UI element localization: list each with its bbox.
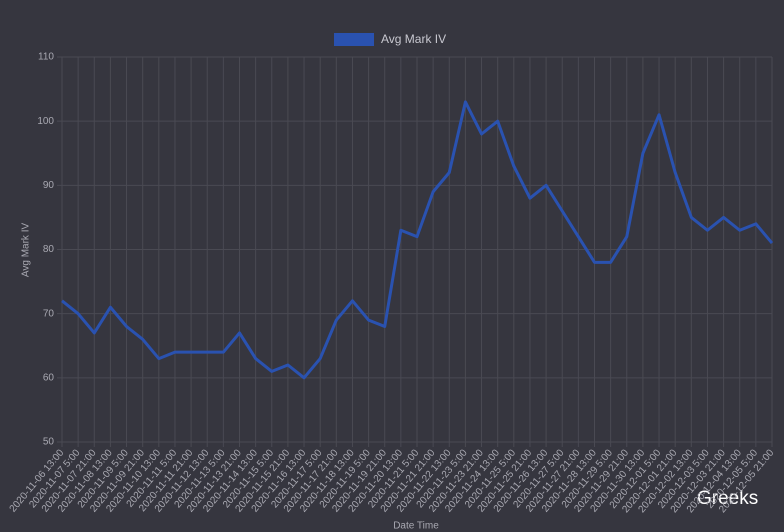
y-tick-label: 70 bbox=[43, 308, 55, 319]
y-axis-label: Avg Mark IV bbox=[21, 223, 32, 278]
legend-label: Avg Mark IV bbox=[381, 32, 446, 46]
y-tick-label: 110 bbox=[38, 52, 54, 63]
y-tick-label: 60 bbox=[43, 372, 55, 383]
y-tick-label: 80 bbox=[43, 244, 55, 255]
line bbox=[61, 100, 774, 380]
y-tick-label: 90 bbox=[43, 180, 55, 191]
y-tick-label: 100 bbox=[37, 116, 54, 127]
x-axis-label: Date Time bbox=[393, 521, 439, 532]
watermark: Greeks bbox=[697, 488, 758, 509]
y-tick-label: 50 bbox=[43, 437, 55, 448]
legend-swatch bbox=[334, 33, 374, 46]
